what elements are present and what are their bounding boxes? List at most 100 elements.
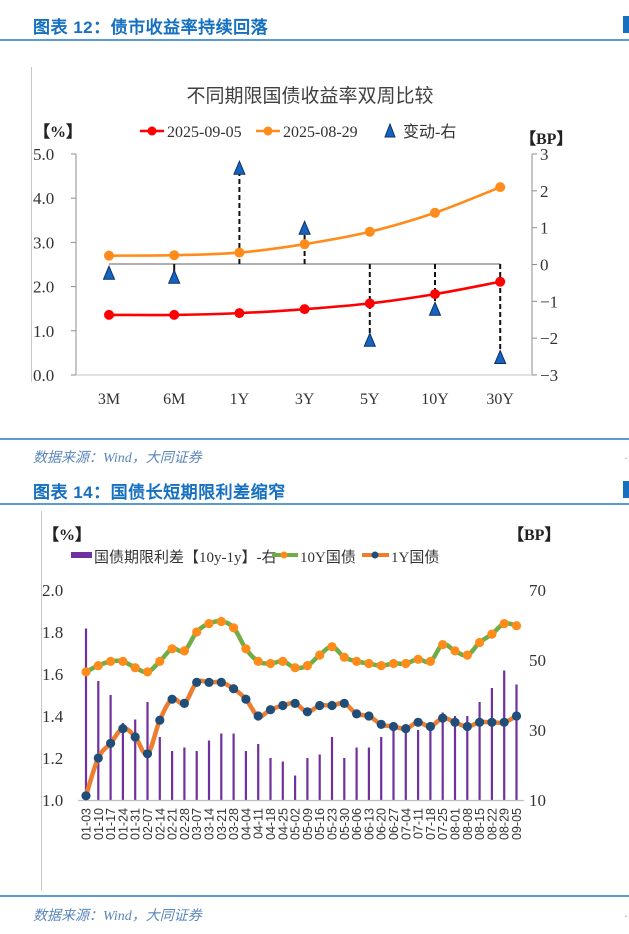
series-dot (499, 619, 509, 629)
series-dot (438, 640, 448, 650)
spread-bar (429, 726, 432, 800)
right-axis-tick-label: 3 (540, 145, 549, 164)
x-axis-tick-label: 07-11 (412, 808, 426, 839)
spread-bar (183, 747, 186, 800)
x-axis-tick-label: 07-25 (436, 808, 450, 840)
spread-bar (343, 758, 346, 800)
legend-dot-icon (147, 126, 157, 136)
series-dot (299, 304, 310, 315)
series-dot (376, 661, 386, 671)
series-dot (179, 698, 189, 709)
legend-triangle-icon (384, 122, 396, 138)
spread-bar (195, 751, 198, 800)
change-triangle-marker (167, 268, 181, 284)
series-dot (430, 207, 440, 218)
right-axis-tick-label: −2 (540, 329, 558, 348)
series-dot (438, 713, 448, 723)
x-axis-tick-label: 02-28 (178, 808, 192, 840)
series-dot (462, 721, 472, 732)
series-dot (241, 644, 251, 654)
source-separator (0, 895, 629, 897)
chart-frame-left (31, 67, 32, 382)
series-dot (104, 309, 114, 320)
figure-14-title: 图表 14：国债长短期限利差缩窄 (33, 483, 286, 502)
left-axis-tick-label: 1.0 (42, 791, 63, 810)
x-axis-tick-label: 08-29 (498, 808, 512, 840)
left-axis-unit: 【%】 (43, 526, 91, 544)
right-axis-tick-label: 1 (540, 219, 549, 238)
series-dot (413, 654, 423, 664)
series-dot (499, 717, 509, 727)
series-dot (511, 621, 522, 631)
spread-bar (207, 740, 211, 800)
x-axis-tick-label: 06-20 (375, 808, 389, 840)
series-dot (118, 656, 128, 667)
x-axis-tick-label: 3Y (295, 391, 315, 408)
series-dot (290, 698, 300, 709)
series-dot (253, 656, 263, 667)
right-axis-tick-label: −1 (540, 292, 558, 311)
right-axis-tick-label: 2 (540, 182, 549, 201)
series-dot (495, 276, 506, 287)
series-dot (93, 661, 103, 671)
x-axis-tick-label: 05-09 (301, 808, 315, 840)
x-axis-tick-label: 01-17 (104, 808, 118, 840)
x-axis-tick-label: 06-27 (387, 808, 401, 840)
legend-label: 10Y国债 (300, 549, 356, 566)
series-dot (315, 650, 325, 660)
spread-bar (380, 737, 383, 800)
series-dot (192, 627, 202, 637)
legend-dot-icon (371, 551, 379, 559)
x-axis-tick-label: 06-13 (362, 808, 376, 840)
x-axis-tick-label: 05-02 (289, 808, 303, 840)
series-dot (241, 694, 251, 704)
left-axis-tick-label: 0.0 (33, 366, 54, 385)
series-dot (81, 667, 91, 677)
series-dot (425, 656, 435, 667)
left-axis-tick-label: 3.0 (33, 233, 54, 252)
clipped-neighbor-title (623, 16, 629, 33)
change-triangle-marker (233, 159, 246, 175)
series-dot (167, 644, 177, 654)
spread-bar (478, 702, 481, 800)
spread-bar (121, 723, 124, 800)
spread-bar (134, 719, 137, 800)
spread-bar (220, 733, 223, 800)
x-axis-tick-label: 1Y (230, 391, 250, 408)
x-axis-tick-label: 01-24 (116, 808, 130, 840)
right-axis-tick-label: 10 (529, 791, 546, 810)
series-dot (234, 247, 245, 258)
x-axis-tick-label: 03-14 (203, 808, 217, 840)
right-axis-unit: 【BP】 (508, 526, 560, 544)
legend-bar-icon (71, 552, 92, 558)
spread-bar (503, 670, 506, 800)
figure-12-title: 图表 12：债市收益率持续回落 (33, 18, 269, 37)
series-dot (339, 652, 349, 662)
right-axis-unit: 【BP】 (520, 130, 572, 148)
chart-title: 不同期限国债收益率双周比较 (186, 85, 433, 107)
series-dot (475, 637, 485, 648)
series-dot (364, 711, 374, 721)
series-dot (216, 616, 226, 627)
right-axis-tick-label: 70 (529, 581, 546, 600)
series-dot (364, 226, 375, 237)
spread-bar (281, 761, 284, 800)
x-axis-tick-label: 30Y (486, 391, 514, 408)
series-dot (104, 250, 114, 261)
series-dot (204, 619, 214, 629)
series-line (83, 678, 518, 797)
spread-bar (171, 751, 174, 800)
x-axis-tick-label: 05-16 (313, 808, 327, 840)
spread-bar (244, 751, 247, 800)
x-axis-tick-label: 08-08 (461, 808, 475, 840)
change-triangle-marker (428, 301, 442, 316)
legend-label: 1Y国债 (391, 549, 439, 566)
x-axis-tick-label: 01-10 (92, 808, 106, 840)
clipped-neighbor-text: … (624, 448, 629, 463)
spread-bar (84, 628, 88, 800)
series-dot (495, 182, 506, 193)
series-dot (315, 700, 325, 711)
series-dot (388, 721, 399, 732)
legend-dot-icon (263, 126, 273, 136)
